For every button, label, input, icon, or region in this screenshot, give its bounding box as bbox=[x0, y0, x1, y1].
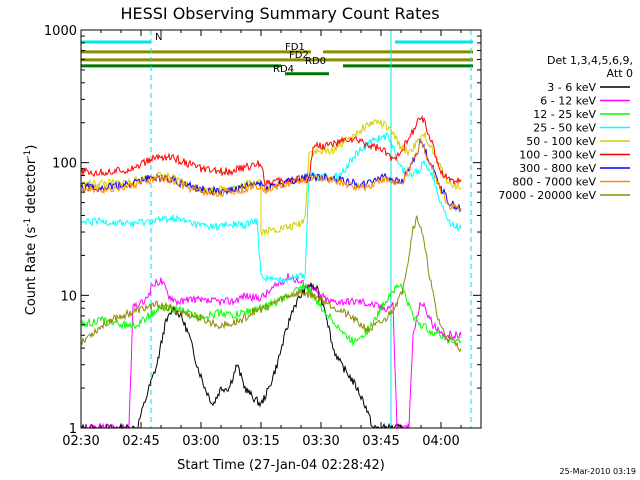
flag-label-rd0: RD0 bbox=[305, 56, 326, 67]
y-tick-label-0: 1 bbox=[69, 422, 77, 437]
y-axis-label-end: ) bbox=[24, 145, 39, 150]
legend-label-3: 25 - 50 keV bbox=[533, 122, 596, 135]
flag-label-fd1: FD1 bbox=[285, 42, 305, 53]
legend-label-0: 3 - 6 keV bbox=[547, 81, 596, 94]
legend-label-4: 50 - 100 keV bbox=[526, 135, 596, 148]
y-tick-label-1: 10 bbox=[60, 289, 77, 304]
x-tick-label-4: 03:30 bbox=[302, 434, 339, 449]
legend-label-1: 6 - 12 keV bbox=[540, 95, 596, 108]
x-tick-label-1: 02:45 bbox=[122, 434, 159, 449]
series-line-1 bbox=[80, 273, 462, 430]
flag-label-rd4: RD4 bbox=[273, 64, 294, 75]
series-lines bbox=[80, 114, 462, 430]
legend-label-5: 100 - 300 keV bbox=[519, 149, 596, 162]
x-axis-label: Start Time (27-Jan-04 02:28:42) bbox=[177, 458, 385, 473]
legend-header-1: Det 1,3,4,5,6,9, bbox=[547, 54, 633, 67]
x-tick-label-2: 03:00 bbox=[182, 434, 219, 449]
x-tick-label-6: 04:00 bbox=[422, 434, 459, 449]
series-line-2 bbox=[80, 282, 462, 347]
x-tick-label-5: 03:45 bbox=[362, 434, 399, 449]
footer-timestamp: 25-Mar-2010 03:19 bbox=[560, 467, 637, 476]
series-line-6 bbox=[80, 138, 462, 213]
x-tick-label-3: 03:15 bbox=[242, 434, 279, 449]
series-line-8 bbox=[80, 214, 462, 352]
y-axis-label-main: Count Rate (s bbox=[24, 227, 39, 316]
y-axis-ticks: 1 10 100 1000 bbox=[44, 24, 481, 437]
legend-label-2: 12 - 25 keV bbox=[533, 108, 596, 121]
chart-title: HESSI Observing Summary Count Rates bbox=[120, 4, 439, 23]
y-tick-label-2: 100 bbox=[52, 157, 77, 172]
series-line-4 bbox=[80, 118, 462, 236]
legend-header-2: Att 0 bbox=[607, 67, 633, 80]
series-line-7 bbox=[80, 139, 462, 211]
y-axis-label-mid: detector bbox=[24, 158, 39, 218]
x-tick-label-0: 02:30 bbox=[62, 434, 99, 449]
y-axis-label-sup2: -1 bbox=[23, 150, 33, 159]
legend-label-7: 800 - 7000 keV bbox=[512, 176, 596, 189]
legend-label-8: 7000 - 20000 keV bbox=[498, 189, 596, 202]
series-line-5 bbox=[80, 114, 462, 188]
series-line-0 bbox=[80, 282, 402, 430]
legend-label-6: 300 - 800 keV bbox=[519, 162, 596, 175]
y-axis-label-sup1: -1 bbox=[23, 218, 33, 227]
flag-label-fd2: FD2 bbox=[289, 50, 309, 61]
x-axis-ticks: 02:30 02:45 03:00 03:15 03:30 03:45 04:00 bbox=[62, 30, 462, 449]
series-line-3 bbox=[80, 131, 462, 286]
y-axis-label: Count Rate (s-1 detector-1) bbox=[23, 145, 39, 316]
flag-label-n: N bbox=[155, 32, 162, 43]
y-tick-label-3: 1000 bbox=[44, 24, 77, 39]
